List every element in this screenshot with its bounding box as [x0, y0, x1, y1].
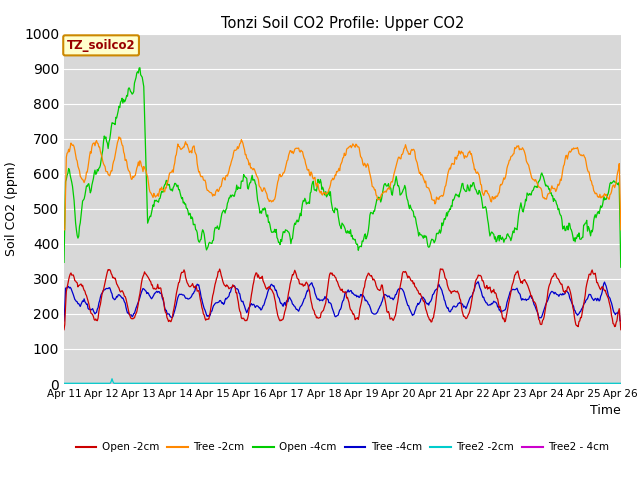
- X-axis label: Time: Time: [590, 405, 621, 418]
- Title: Tonzi Soil CO2 Profile: Upper CO2: Tonzi Soil CO2 Profile: Upper CO2: [221, 16, 464, 31]
- Y-axis label: Soil CO2 (ppm): Soil CO2 (ppm): [6, 161, 19, 256]
- Legend: Open -2cm, Tree -2cm, Open -4cm, Tree -4cm, Tree2 -2cm, Tree2 - 4cm: Open -2cm, Tree -2cm, Open -4cm, Tree -4…: [72, 438, 613, 456]
- Text: TZ_soilco2: TZ_soilco2: [67, 39, 136, 52]
